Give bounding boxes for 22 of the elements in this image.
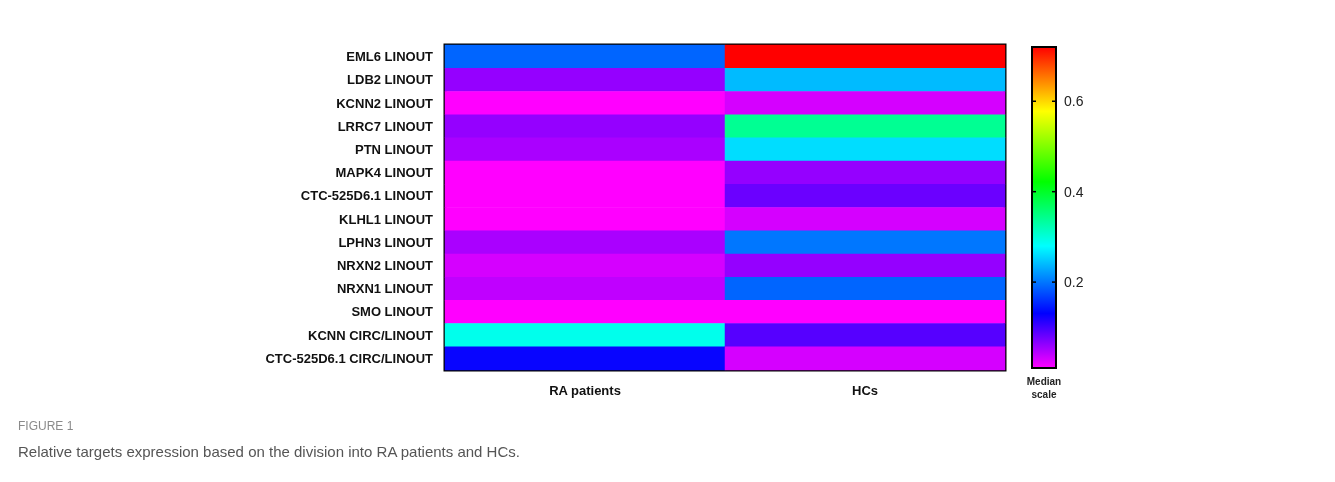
x-tick-label: RA patients [549, 383, 621, 398]
y-tick-label: LRRC7 LINOUT [337, 118, 434, 134]
color-bar-label: 0.4 [1064, 183, 1084, 200]
y-tick-label: NRXN2 LINOUT [336, 258, 434, 274]
y-tick-label: EML6 LINOUT [346, 49, 434, 65]
y-tick-label: KLHL1 LINOUT [339, 211, 434, 227]
color-bar-label: 0.6 [1064, 93, 1084, 110]
y-tick-label: CTC-525D6.1 LINOUT [300, 188, 434, 204]
y-tick-label: NRXN1 LINOUT [336, 281, 434, 297]
color-bar-title: Median scale [1026, 376, 1062, 400]
y-tick-label: LPHN3 LINOUT [338, 234, 434, 250]
y-tick-label: KCNN CIRC/LINOUT [308, 327, 434, 343]
x-tick-label: HCs [851, 383, 879, 398]
color-bar-label: 0.2 [1064, 274, 1084, 291]
y-tick-label: PTN LINOUT [355, 141, 434, 157]
text: Relative targets expression based on the division into RA patients and HCs. [18, 443, 520, 460]
y-tick-label: CTC-525D6.1 CIRC/LINOUT [265, 350, 434, 366]
text: FIGURE 1 [18, 419, 74, 433]
y-tick-label: KCNN2 LINOUT [336, 95, 434, 111]
y-tick-label: LDB2 LINOUT [347, 72, 434, 88]
y-tick-label: MAPK4 LINOUT [335, 165, 434, 181]
y-tick-label: SMO LINOUT [351, 304, 434, 320]
